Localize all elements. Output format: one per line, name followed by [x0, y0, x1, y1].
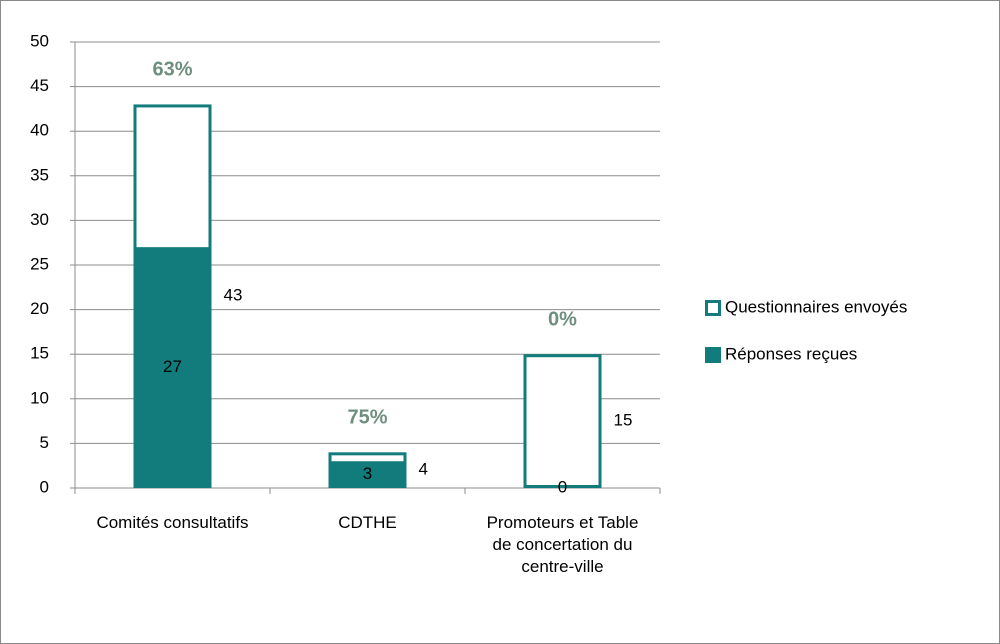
x-tick-label: Comités consultatifs — [96, 513, 249, 532]
legend-marker — [705, 300, 721, 316]
data-label: 0 — [558, 477, 567, 496]
data-label: 3 — [363, 464, 372, 483]
bar-outline — [523, 354, 602, 489]
y-tick-label: 45 — [30, 76, 49, 95]
data-label: 15 — [614, 411, 633, 430]
percent-annotation: 0% — [548, 308, 577, 330]
y-tick-label: 5 — [40, 433, 49, 452]
legend-label: Réponses reçues — [725, 344, 857, 363]
data-label: 27 — [163, 357, 182, 376]
data-label: 4 — [419, 460, 428, 479]
y-tick-label: 25 — [30, 254, 49, 273]
bar-filled — [133, 247, 212, 488]
legend-marker — [705, 347, 721, 363]
y-tick-label: 40 — [30, 121, 49, 140]
legend-label: Questionnaires envoyés — [725, 297, 907, 316]
y-tick-label: 50 — [30, 31, 49, 50]
x-tick-label: CDTHE — [338, 513, 397, 532]
y-tick-label: 0 — [40, 477, 49, 496]
bar-filled — [328, 461, 407, 488]
y-tick-label: 35 — [30, 165, 49, 184]
x-tick-label: Promoteurs et Table de concertation du c… — [486, 513, 639, 576]
percent-annotation: 63% — [152, 59, 192, 81]
y-tick-label: 20 — [30, 299, 49, 318]
y-tick-label: 10 — [30, 388, 49, 407]
y-tick-label: 30 — [30, 210, 49, 229]
y-tick-label: 15 — [30, 344, 49, 363]
data-label: 43 — [224, 286, 243, 305]
percent-annotation: 75% — [347, 407, 387, 429]
